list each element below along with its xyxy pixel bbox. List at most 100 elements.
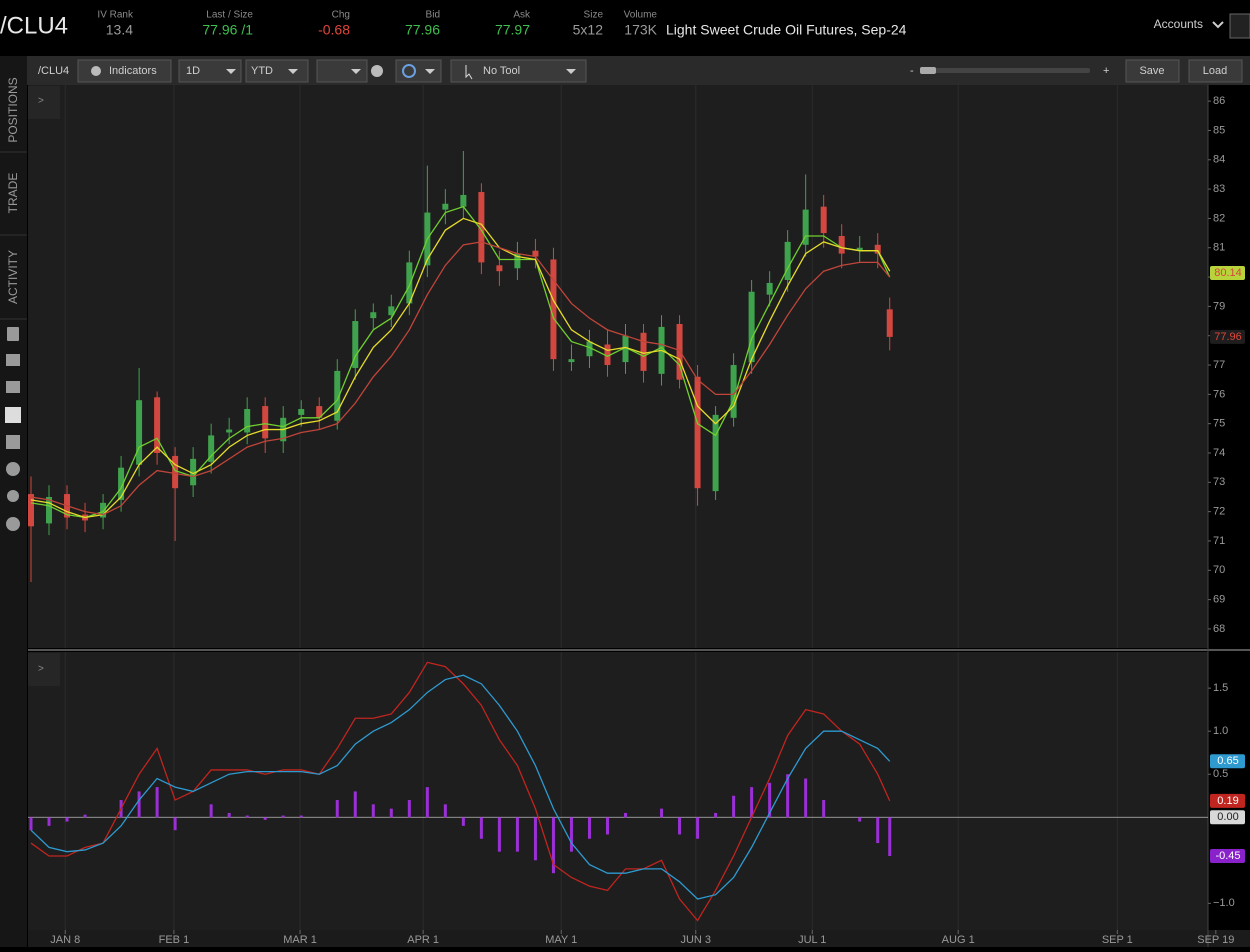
histogram-bar (174, 817, 177, 830)
panel-toggle-box[interactable] (28, 86, 60, 119)
histogram-bar (372, 804, 375, 817)
candle-body (172, 456, 178, 488)
zoom-handle[interactable] (920, 67, 936, 74)
y-tick-label: 76 (1213, 388, 1225, 400)
sidebar-tab[interactable]: ACTIVITY (6, 250, 20, 304)
histogram-bar (246, 816, 249, 818)
tool-label: No Tool (483, 65, 520, 77)
histogram-bar (714, 813, 717, 817)
field-value: 13.4 (106, 22, 133, 38)
field-value: 77.96 (405, 22, 440, 38)
macd-panel (28, 652, 1208, 930)
panel-toggle[interactable]: > (38, 96, 44, 107)
histogram-bar (426, 787, 429, 817)
y-tick-label: 72 (1213, 506, 1225, 518)
field-value: -0.68 (318, 22, 350, 38)
histogram-bar (606, 817, 609, 834)
histogram-bar (354, 791, 357, 817)
sidebar-tab[interactable]: POSITIONS (6, 77, 20, 142)
y-tick-label: 75 (1213, 418, 1225, 430)
description: Light Sweet Crude Oil Futures, Sep-24 (666, 22, 907, 38)
histogram-bar (282, 816, 285, 818)
y-tick-label: 70 (1213, 564, 1225, 576)
chart-type-select[interactable] (317, 60, 367, 82)
histogram-bar (210, 804, 213, 817)
histogram-bar (876, 817, 879, 843)
x-tick-label: MAR 1 (283, 934, 317, 946)
y-tick-label: 84 (1213, 154, 1225, 166)
histogram-bar (84, 815, 87, 818)
field-label: Size (584, 10, 604, 21)
histogram-bar (48, 817, 51, 826)
y-tick-label: 82 (1213, 212, 1225, 224)
accounts-menu[interactable]: Accounts (1154, 17, 1203, 31)
histogram-bar (498, 817, 501, 851)
x-tick-label: JUL 1 (798, 934, 826, 946)
indicators-label: Indicators (109, 65, 157, 77)
x-tick-label: APR 1 (407, 934, 439, 946)
settings-button[interactable] (371, 65, 383, 77)
indicators-icon (91, 66, 101, 76)
field-label: Last / Size (206, 10, 253, 21)
candle-body (713, 415, 719, 491)
candle-body (641, 333, 647, 371)
y-tick-label: 73 (1213, 476, 1225, 488)
panel-toggle[interactable]: > (38, 664, 44, 675)
y-tick-label: 1.0 (1213, 725, 1228, 737)
field-value: 77.96 /1 (202, 22, 253, 38)
field-value: 5x12 (573, 22, 604, 38)
histogram-bar (678, 817, 681, 834)
x-tick-label: MAY 1 (545, 934, 577, 946)
histogram-bar (822, 800, 825, 817)
field-value: 77.97 (495, 22, 530, 38)
histogram-bar (156, 787, 159, 817)
candle-body (460, 195, 466, 207)
y-tick-label: 86 (1213, 95, 1225, 107)
zoom-out[interactable]: - (910, 65, 914, 77)
histogram-bar (390, 809, 393, 818)
x-tick-label: SEP 19 (1197, 934, 1234, 946)
value-badge-label: -0.45 (1215, 850, 1240, 862)
field-label: Volume (624, 10, 658, 21)
candle-body (496, 265, 502, 271)
histogram-bar (696, 817, 699, 839)
histogram-bar (516, 817, 519, 851)
value-badge-label: 0.19 (1217, 795, 1238, 807)
histogram-bar (804, 779, 807, 818)
x-axis-strip (28, 930, 1250, 947)
zoom-in[interactable]: + (1103, 65, 1109, 77)
value-badge-label: 77.96 (1214, 331, 1242, 343)
toolbar-symbol: /CLU4 (38, 65, 69, 77)
candle-body (695, 377, 701, 488)
candle-body (154, 397, 160, 453)
x-tick-label: JUN 3 (680, 934, 711, 946)
sidebar-tab[interactable]: TRADE (6, 173, 20, 214)
histogram-bar (570, 817, 573, 851)
collapse-button[interactable] (1230, 14, 1250, 38)
histogram-bar (66, 817, 69, 821)
panel-toggle-box[interactable] (28, 653, 60, 686)
histogram-bar (888, 817, 891, 856)
candle-body (442, 204, 448, 210)
candle-body (262, 406, 268, 438)
candle-body (298, 409, 304, 415)
candle-body (244, 409, 250, 432)
histogram-bar (858, 817, 861, 821)
field-label: Ask (513, 10, 531, 21)
candle-body (887, 309, 893, 337)
histogram-bar (336, 800, 339, 817)
field-label: Chg (332, 10, 350, 21)
x-tick-label: AUG 1 (942, 934, 975, 946)
histogram-bar (732, 796, 735, 818)
price-panel (28, 85, 1208, 648)
histogram-bar (264, 817, 267, 820)
zoom-slider[interactable] (920, 68, 1090, 73)
aggregation-label: 1D (186, 65, 200, 77)
histogram-bar (660, 809, 663, 818)
y-tick-label: −1.0 (1213, 897, 1235, 909)
value-badge-label: 80.14 (1214, 267, 1242, 279)
histogram-bar (228, 813, 231, 817)
value-badge-label: 0.00 (1217, 811, 1238, 823)
y-tick-label: 74 (1213, 447, 1225, 459)
